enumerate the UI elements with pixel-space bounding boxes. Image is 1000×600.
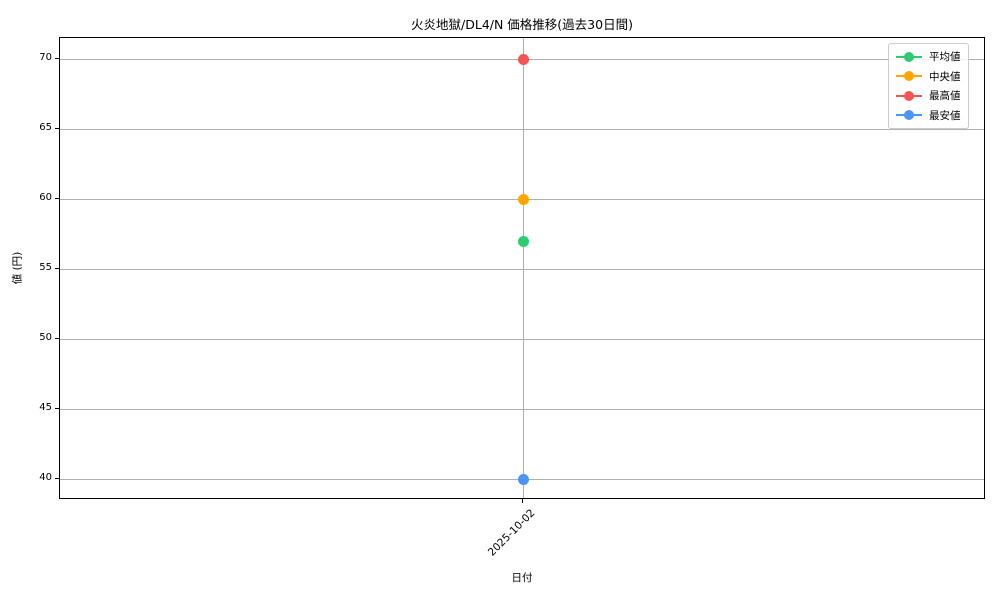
gridline-h <box>60 268 984 270</box>
y-tick-mark <box>55 408 59 409</box>
chart-title: 火炎地獄/DL4/N 価格推移(過去30日間) <box>411 17 633 32</box>
x-tick-label: 2025-10-02 <box>485 507 538 559</box>
y-tick-label: 45 <box>39 402 52 413</box>
x-tick-mark <box>522 499 523 503</box>
x-axis-label: 日付 <box>511 572 533 584</box>
legend-item-平均値: 平均値 <box>896 47 961 67</box>
gridline-h <box>60 408 984 410</box>
legend-label: 平均値 <box>929 51 961 64</box>
y-tick-label: 55 <box>39 262 52 273</box>
legend-dot-icon <box>904 51 914 62</box>
legend-dot-icon <box>904 71 914 82</box>
legend: 平均値中央値最高値最安値 <box>888 43 969 129</box>
legend-label: 中央値 <box>929 70 961 83</box>
y-tick-mark <box>55 478 59 479</box>
y-axis-label: 値 (円) <box>11 251 24 285</box>
gridline-v <box>522 38 524 498</box>
y-tick-label: 65 <box>39 122 52 133</box>
legend-line-marker-icon <box>896 51 922 62</box>
data-point-最高値 <box>517 53 529 65</box>
legend-line-marker-icon <box>896 90 922 101</box>
legend-line-marker-icon <box>896 110 922 121</box>
legend-label: 最安値 <box>929 109 961 122</box>
y-tick-mark <box>55 268 59 269</box>
y-tick-label: 50 <box>39 332 52 343</box>
y-tick-mark <box>55 128 59 129</box>
legend-dot-icon <box>904 90 914 101</box>
data-point-最安値 <box>517 473 529 485</box>
data-point-平均値 <box>517 235 529 247</box>
y-tick-mark <box>55 338 59 339</box>
legend-label: 最高値 <box>929 90 961 103</box>
data-point-中央値 <box>517 193 529 205</box>
plot-area <box>59 37 985 499</box>
y-tick-label: 60 <box>39 192 52 203</box>
legend-item-中央値: 中央値 <box>896 67 961 87</box>
y-tick-mark <box>55 58 59 59</box>
y-tick-label: 40 <box>39 472 52 483</box>
gridline-h <box>60 128 984 130</box>
legend-item-最安値: 最安値 <box>896 106 961 126</box>
y-tick-mark <box>55 198 59 199</box>
gridline-h <box>60 338 984 340</box>
legend-dot-icon <box>904 110 914 121</box>
legend-item-最高値: 最高値 <box>896 86 961 106</box>
legend-line-marker-icon <box>896 71 922 82</box>
y-tick-label: 70 <box>39 52 52 63</box>
